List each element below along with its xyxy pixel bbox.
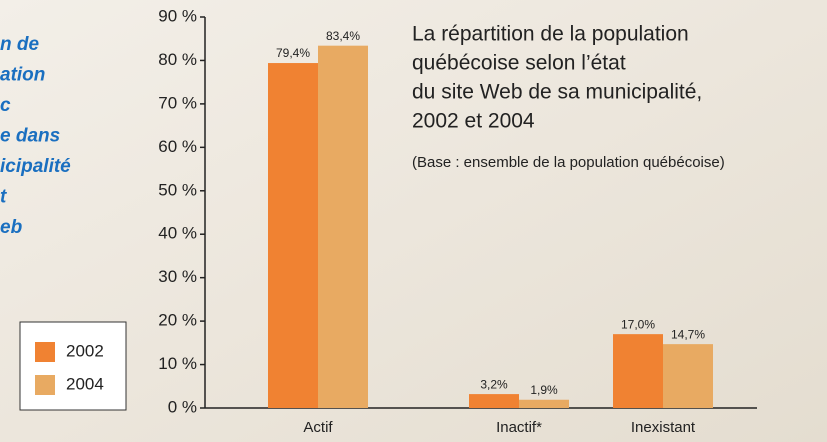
value-label: 14,7% xyxy=(671,327,705,341)
chart-title: La répartition de la population xyxy=(412,23,689,46)
x-tick-label: Inexistant xyxy=(631,419,696,436)
y-tick-label: 10 % xyxy=(158,354,197,373)
y-tick-label: 20 % xyxy=(158,311,197,330)
side-text: eb xyxy=(0,217,23,238)
bar xyxy=(613,334,663,408)
value-label: 83,4% xyxy=(326,29,360,43)
value-label: 1,9% xyxy=(530,383,558,397)
legend-label: 2004 xyxy=(66,374,104,393)
side-text: n de xyxy=(0,34,39,55)
y-tick-label: 30 % xyxy=(158,267,197,286)
x-tick-label: Inactif* xyxy=(496,419,542,436)
y-tick-label: 40 % xyxy=(158,224,197,243)
x-tick-label: Actif xyxy=(303,419,333,436)
side-text: e dans xyxy=(0,126,60,147)
y-tick-label: 70 % xyxy=(158,93,197,112)
y-tick-label: 0 % xyxy=(168,397,197,416)
chart-title: du site Web de sa municipalité, xyxy=(412,81,702,104)
side-text: ation xyxy=(0,65,45,86)
value-label: 3,2% xyxy=(480,377,508,391)
value-label: 79,4% xyxy=(276,46,310,60)
side-text: t xyxy=(0,187,7,208)
y-tick-label: 90 % xyxy=(158,6,197,25)
chart-title: québécoise selon l’état xyxy=(412,52,626,75)
legend-box xyxy=(19,321,127,411)
y-tick-label: 50 % xyxy=(158,180,197,199)
value-label: 17,0% xyxy=(621,317,655,331)
y-tick-label: 60 % xyxy=(158,137,197,156)
bar xyxy=(519,399,569,408)
legend-swatch xyxy=(35,342,55,362)
legend-label: 2002 xyxy=(66,341,104,360)
chart-title: 2002 et 2004 xyxy=(412,110,535,133)
legend-swatch xyxy=(35,375,55,395)
bar xyxy=(318,45,368,408)
bar xyxy=(663,344,713,408)
side-text: icipalité xyxy=(0,156,71,177)
side-text: c xyxy=(0,95,11,116)
bar xyxy=(469,394,519,408)
bar xyxy=(268,63,318,408)
y-tick-label: 80 % xyxy=(158,50,197,69)
chart-subtitle: (Base : ensemble de la population québéc… xyxy=(412,154,725,171)
